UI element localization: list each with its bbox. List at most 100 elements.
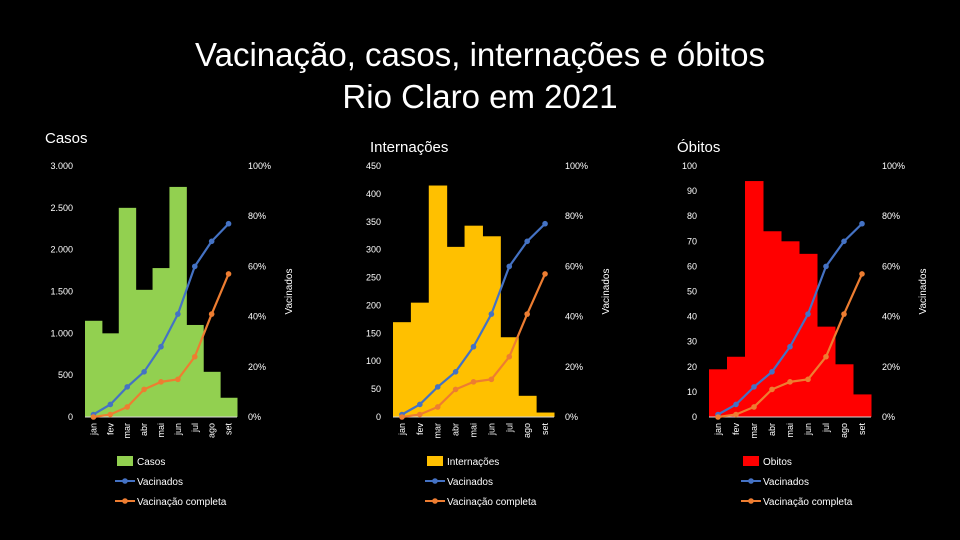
bar [101, 333, 120, 417]
x-tick-label: mai [469, 423, 479, 438]
x-tick-label: ago [839, 423, 849, 438]
x-tick-label: abr [139, 423, 149, 436]
y2-tick-label: 80% [248, 211, 266, 221]
legend-marker [432, 478, 438, 484]
x-tick-label: ago [522, 423, 532, 438]
y2-tick-label: 0% [248, 412, 261, 422]
y-tick-label: 1.000 [50, 328, 73, 338]
y-tick-label: 2.000 [50, 245, 73, 255]
y2-tick-label: 40% [248, 312, 266, 322]
title-line-2: Rio Claro em 2021 [342, 78, 618, 115]
legend-label: Vacinados [763, 477, 809, 488]
bar [393, 322, 412, 417]
data-point [208, 238, 215, 245]
data-point [751, 384, 757, 390]
y2-axis-label: Vacinados [918, 269, 929, 315]
data-point [452, 369, 459, 375]
data-point [787, 343, 793, 350]
slide-title: Vacinação, casos, internações e óbitos R… [0, 34, 960, 118]
data-point [191, 353, 198, 360]
x-tick-label: jul [504, 423, 514, 433]
bar [169, 186, 187, 417]
y2-tick-label: 20% [882, 362, 900, 372]
data-point [208, 311, 215, 317]
data-point [225, 271, 232, 277]
y-tick-label: 250 [366, 273, 381, 283]
y2-tick-label: 40% [882, 312, 900, 322]
x-tick-label: jan [88, 423, 98, 436]
title-line-1: Vacinação, casos, internações e óbitos [195, 36, 765, 73]
y-tick-label: 1.500 [50, 287, 73, 297]
data-point [90, 414, 97, 420]
bar [152, 268, 170, 417]
bar [727, 356, 746, 417]
y-tick-label: 350 [366, 217, 381, 227]
legend-label: Obitos [763, 457, 792, 468]
data-point [769, 369, 775, 375]
data-point [141, 386, 147, 393]
data-point [225, 220, 232, 227]
data-point [506, 353, 513, 360]
bar [135, 289, 154, 417]
legend-label: Vacinação completa [137, 497, 227, 508]
data-point [141, 369, 147, 375]
bar [709, 369, 728, 417]
y-tick-label: 80 [687, 211, 697, 221]
x-tick-label: fev [731, 423, 741, 436]
x-tick-label: jul [190, 423, 200, 433]
x-tick-label: jan [397, 423, 407, 436]
bar [118, 207, 137, 417]
bar [500, 337, 519, 417]
legend-label: Vacinação completa [447, 497, 537, 508]
y2-tick-label: 100% [882, 161, 905, 171]
y-tick-label: 0 [68, 412, 73, 422]
y-tick-label: 50 [371, 384, 381, 394]
y2-axis-label: Vacinados [284, 269, 295, 315]
x-tick-label: set [857, 423, 867, 436]
bar [781, 241, 800, 417]
data-point [470, 343, 477, 350]
y-tick-label: 100 [682, 161, 697, 171]
x-tick-label: ago [207, 423, 217, 438]
bar [428, 185, 448, 417]
data-point [158, 343, 164, 350]
y-tick-label: 70 [687, 236, 697, 246]
y2-tick-label: 60% [248, 261, 266, 271]
bar [763, 231, 782, 417]
y-tick-label: 60 [687, 261, 697, 271]
y-tick-label: 30 [687, 337, 697, 347]
data-point [733, 401, 739, 408]
legend-label: Casos [137, 457, 165, 468]
data-point [488, 311, 495, 317]
data-point [417, 411, 423, 418]
y-tick-label: 3.000 [50, 161, 73, 171]
y-tick-label: 150 [366, 328, 381, 338]
y-tick-label: 0 [376, 412, 381, 422]
data-point [417, 401, 423, 408]
y-tick-label: 300 [366, 245, 381, 255]
data-point [805, 311, 811, 317]
bar [220, 397, 238, 417]
legend-marker [748, 498, 754, 504]
data-point [841, 238, 847, 245]
data-point [434, 404, 441, 410]
data-point [823, 263, 829, 270]
y2-tick-label: 0% [565, 412, 578, 422]
bar [536, 412, 555, 417]
y2-axis-label: Vacinados [601, 269, 612, 315]
data-point [524, 311, 530, 317]
legend-marker [432, 498, 438, 504]
bar [799, 253, 818, 417]
y2-tick-label: 100% [565, 161, 588, 171]
legend-swatch [427, 456, 443, 466]
data-point [452, 386, 459, 393]
data-point [470, 379, 477, 385]
data-point [733, 411, 739, 418]
y-tick-label: 10 [687, 387, 697, 397]
data-point [434, 384, 441, 390]
data-point [841, 311, 847, 317]
y-tick-label: 40 [687, 312, 697, 322]
legend-marker [122, 498, 128, 504]
data-point [859, 220, 865, 227]
y2-tick-label: 20% [565, 362, 583, 372]
